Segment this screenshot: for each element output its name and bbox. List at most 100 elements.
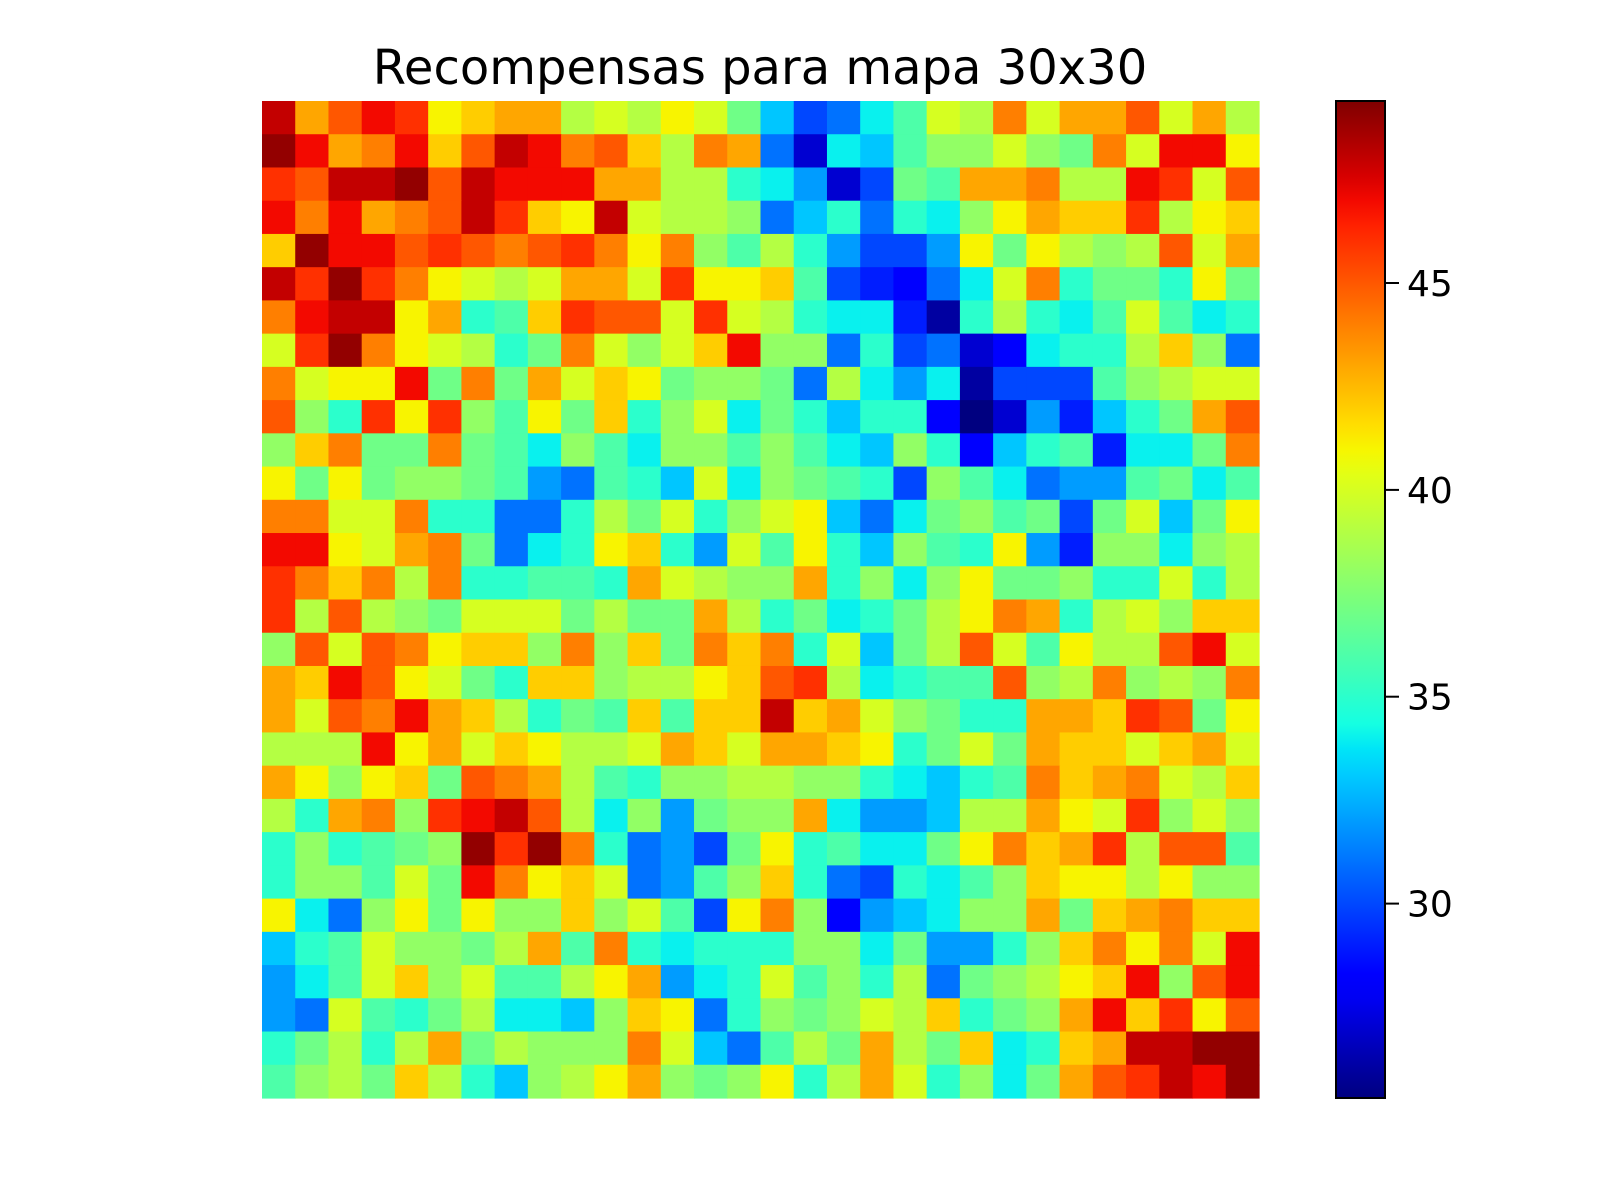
heatmap-cell (561, 533, 595, 567)
heatmap-cell (860, 499, 895, 534)
heatmap-cell (793, 300, 828, 335)
heatmap-cell (826, 466, 861, 501)
heatmap-cell (1159, 599, 1194, 634)
heatmap-cell (993, 599, 1027, 634)
heatmap-cell (1225, 699, 1260, 734)
heatmap-cell (793, 765, 828, 800)
heatmap-cell (959, 366, 994, 401)
heatmap-cell (527, 233, 562, 268)
heatmap-cell (727, 366, 762, 401)
heatmap-cell (527, 632, 562, 667)
heatmap-cell (993, 233, 1027, 268)
heatmap-cell (959, 134, 994, 169)
heatmap-cell (926, 433, 961, 468)
heatmap-cell (660, 466, 695, 501)
heatmap-cell (328, 732, 363, 767)
heatmap-cell (826, 200, 861, 235)
heatmap-cell (793, 333, 828, 368)
heatmap-cell (660, 665, 695, 700)
heatmap-cell (1159, 765, 1194, 800)
heatmap-cell (594, 632, 629, 667)
heatmap-cell (860, 965, 895, 999)
heatmap-cell (328, 167, 363, 202)
heatmap-cell (959, 832, 994, 866)
heatmap-cell (793, 134, 828, 169)
heatmap-cell (1026, 1031, 1061, 1066)
heatmap-cell (328, 333, 363, 368)
heatmap-cell (926, 865, 961, 900)
heatmap-cell (1092, 965, 1127, 999)
heatmap-cell (594, 1031, 629, 1066)
heatmap-cell (660, 931, 695, 966)
heatmap-cell (993, 1031, 1027, 1066)
heatmap-cell (1225, 965, 1260, 999)
heatmap-cell (727, 433, 762, 468)
heatmap-cell (361, 267, 396, 301)
heatmap-cell (1059, 865, 1094, 900)
heatmap-cell (893, 998, 928, 1033)
heatmap-cell (893, 566, 928, 601)
heatmap-cell (561, 931, 595, 966)
heatmap-cell (993, 898, 1027, 933)
heatmap-cell (660, 1031, 695, 1066)
heatmap-cell (993, 632, 1027, 667)
heatmap-cell (428, 965, 462, 999)
heatmap-cell (826, 566, 861, 601)
heatmap-cell (660, 765, 695, 800)
heatmap-cell (727, 665, 762, 700)
heatmap-cell (993, 798, 1027, 833)
heatmap-cell (394, 267, 429, 301)
heatmap-cell (594, 732, 629, 767)
heatmap-cell (1126, 632, 1160, 667)
heatmap-cell (494, 233, 529, 268)
heatmap-cell (561, 998, 595, 1033)
heatmap-cell (561, 898, 595, 933)
heatmap-cell (394, 732, 429, 767)
colorbar-tick-label: 45 (1407, 264, 1453, 305)
heatmap-cell (494, 499, 529, 534)
heatmap-cell (1192, 1064, 1227, 1099)
heatmap-grid (262, 101, 1260, 1099)
heatmap-cell (262, 965, 296, 999)
heatmap-cell (328, 134, 363, 169)
heatmap-cell (793, 167, 828, 202)
heatmap-cell (1092, 699, 1127, 734)
heatmap-cell (262, 599, 296, 634)
heatmap-cell (594, 200, 629, 235)
heatmap-cell (561, 599, 595, 634)
heatmap-cell (727, 798, 762, 833)
heatmap-cell (527, 599, 562, 634)
heatmap-cell (959, 533, 994, 567)
heatmap-cell (428, 599, 462, 634)
heatmap-cell (660, 599, 695, 634)
heatmap-cell (1059, 965, 1094, 999)
heatmap-cell (394, 233, 429, 268)
heatmap-cell (295, 765, 330, 800)
heatmap-cell (860, 665, 895, 700)
heatmap-cell (926, 267, 961, 301)
heatmap-cell (893, 798, 928, 833)
heatmap-cell (926, 167, 961, 202)
heatmap-cell (428, 134, 462, 169)
heatmap-cell (361, 632, 396, 667)
heatmap-cell (694, 267, 728, 301)
heatmap-cell (959, 865, 994, 900)
heatmap-cell (1059, 1031, 1094, 1066)
heatmap-cell (262, 998, 296, 1033)
heatmap-cell (295, 865, 330, 900)
heatmap-cell (760, 566, 795, 601)
heatmap-cell (461, 732, 496, 767)
heatmap-cell (760, 233, 795, 268)
heatmap-cell (826, 333, 861, 368)
heatmap-cell (328, 1031, 363, 1066)
heatmap-cell (361, 965, 396, 999)
heatmap-cell (1192, 366, 1227, 401)
heatmap-cell (461, 765, 496, 800)
heatmap-cell (527, 267, 562, 301)
heatmap-cell (428, 233, 462, 268)
heatmap-cell (1059, 167, 1094, 202)
heatmap-cell (860, 167, 895, 202)
heatmap-cell (428, 400, 462, 434)
heatmap-cell (826, 134, 861, 169)
heatmap-cell (361, 599, 396, 634)
